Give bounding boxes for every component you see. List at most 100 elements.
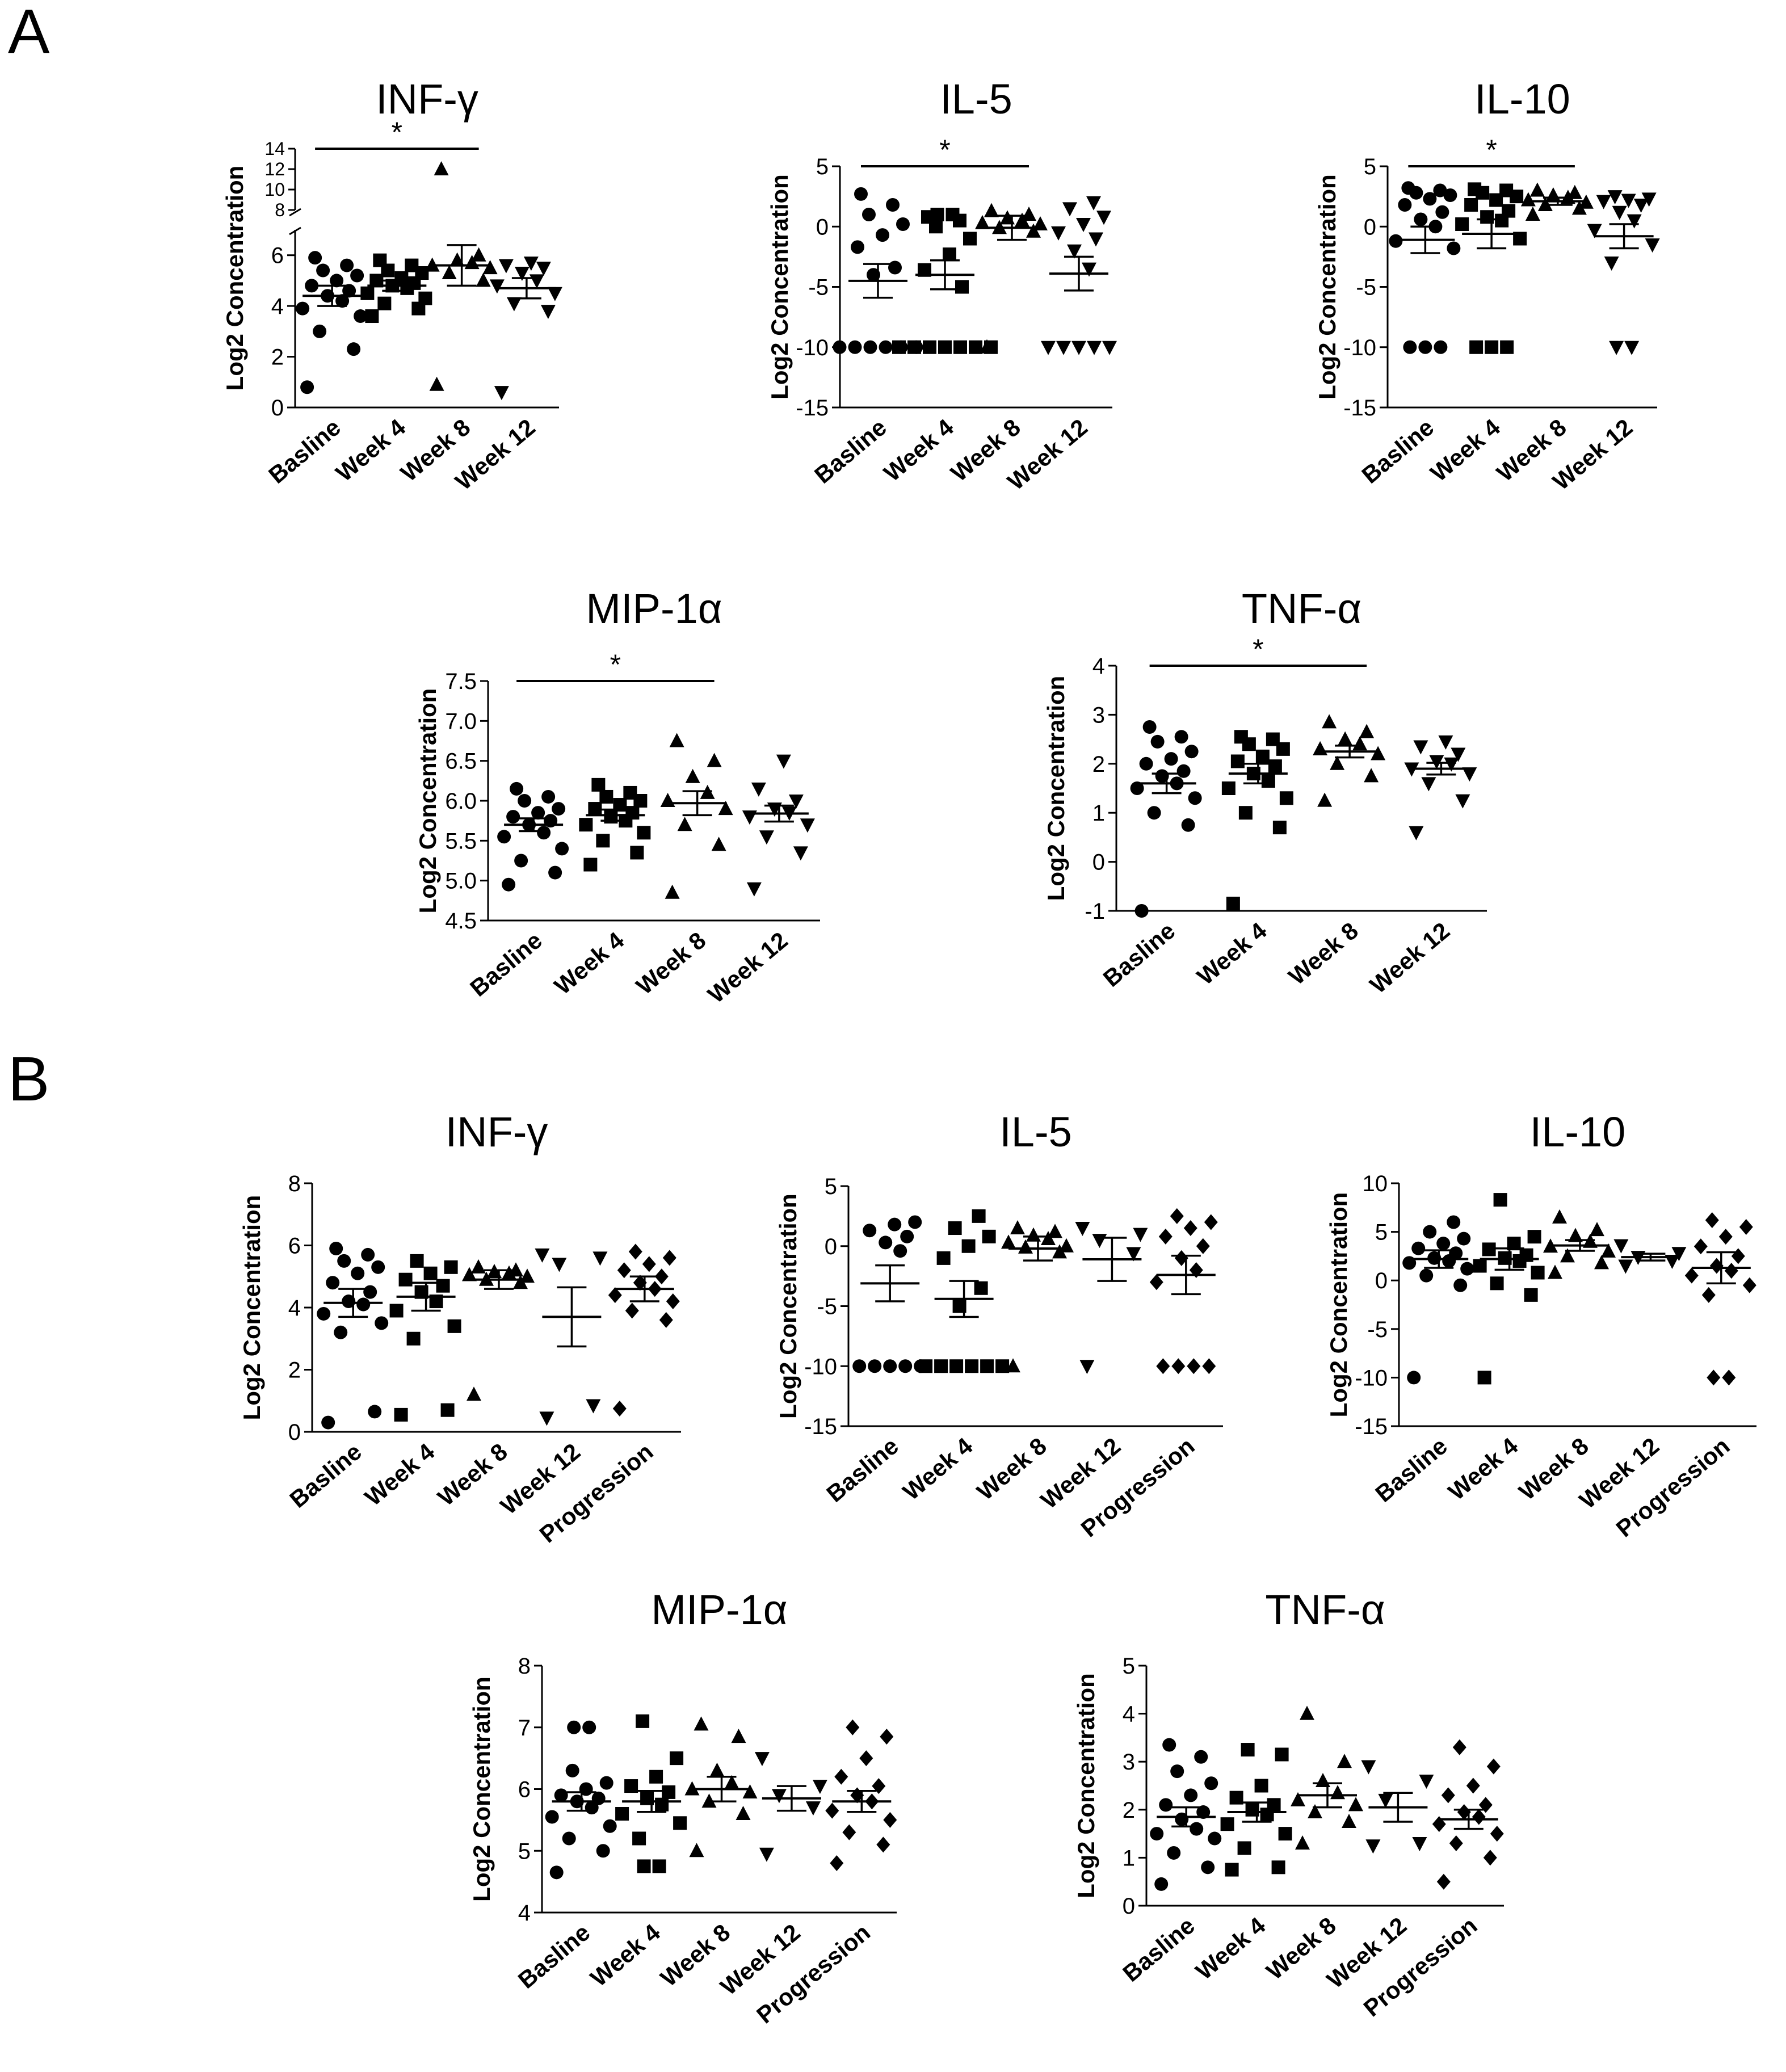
data-point bbox=[1317, 792, 1333, 807]
data-point bbox=[1330, 1785, 1345, 1800]
data-point bbox=[1718, 1229, 1733, 1245]
y-tick-label: -5 bbox=[817, 1295, 837, 1319]
y-tick-label: 8 bbox=[275, 200, 285, 220]
data-point bbox=[1234, 730, 1248, 744]
series-progression bbox=[1432, 1739, 1504, 1890]
series-week-12 bbox=[1041, 196, 1117, 355]
y-axis-label: Log2 Concentration bbox=[1073, 1673, 1099, 1898]
data-point bbox=[1418, 340, 1432, 354]
data-point bbox=[632, 1831, 646, 1846]
data-point bbox=[603, 1819, 617, 1833]
data-point bbox=[833, 340, 847, 354]
y-tick-label: 6 bbox=[518, 1777, 531, 1802]
y-tick-label: 2 bbox=[1092, 752, 1105, 777]
data-point bbox=[863, 340, 877, 354]
x-tick-label: Week 4 bbox=[1191, 1911, 1271, 1985]
y-tick-label: 3 bbox=[1123, 1750, 1135, 1775]
data-point bbox=[423, 1266, 438, 1280]
chart-b-il-5: IL-5 Log2 Concentration-15 -10 -5 0 5 BaslineW… bbox=[775, 1108, 1223, 1542]
chart-b-mip-1: MIP-1α Log2 Concentration 4 5 6 7 8 BaslineWeek… bbox=[468, 1586, 897, 2028]
data-point bbox=[934, 1359, 948, 1373]
data-point bbox=[630, 846, 644, 860]
data-point bbox=[410, 1254, 424, 1268]
data-point bbox=[1150, 1827, 1164, 1841]
data-point bbox=[848, 340, 862, 354]
x-tick-label: Basline bbox=[1370, 1432, 1452, 1507]
data-point bbox=[1443, 188, 1457, 202]
chart-a-il-5: IL-5 Log2 Concentration-15 -10 -5 0 5 BaslineW… bbox=[766, 75, 1117, 495]
data-point bbox=[1089, 232, 1103, 247]
data-point bbox=[867, 268, 880, 282]
y-tick-label: 0 bbox=[1123, 1894, 1135, 1919]
data-point bbox=[1261, 774, 1275, 788]
data-point bbox=[365, 309, 379, 323]
data-point bbox=[363, 1285, 377, 1299]
series-basline bbox=[1150, 1738, 1222, 1891]
data-point bbox=[1278, 1827, 1292, 1841]
y-tick-label: 1 bbox=[1092, 801, 1105, 826]
series-week-4 bbox=[1221, 730, 1293, 911]
data-point bbox=[759, 1847, 774, 1862]
data-point bbox=[1462, 767, 1477, 782]
y-axis-label: Log2 Concentration bbox=[238, 1195, 265, 1420]
data-point bbox=[852, 1359, 867, 1373]
y-tick-label: 0 bbox=[288, 1420, 301, 1445]
y-axis-label: Log2 Concentration bbox=[468, 1676, 495, 1902]
data-point bbox=[948, 1221, 962, 1235]
data-point bbox=[624, 1779, 638, 1793]
data-point bbox=[654, 1268, 669, 1285]
data-point bbox=[1483, 1850, 1497, 1866]
data-point bbox=[1322, 714, 1337, 729]
data-point bbox=[1389, 234, 1403, 248]
data-point bbox=[591, 777, 606, 792]
data-point bbox=[1604, 257, 1619, 271]
data-point bbox=[377, 296, 392, 310]
data-point bbox=[665, 884, 680, 899]
series-week-4 bbox=[1455, 182, 1527, 354]
data-point bbox=[599, 1776, 613, 1790]
data-point bbox=[1436, 1873, 1451, 1890]
data-point bbox=[1184, 1788, 1198, 1802]
data-point bbox=[625, 1302, 639, 1319]
data-point bbox=[854, 187, 868, 201]
data-point bbox=[1352, 736, 1368, 751]
data-point bbox=[655, 1797, 669, 1812]
data-point bbox=[805, 1801, 821, 1816]
chart-title: IL-10 bbox=[1474, 75, 1570, 123]
data-point bbox=[1255, 749, 1270, 763]
data-point bbox=[548, 865, 562, 880]
chart-a-il-10: IL-10 Log2 Concentration-15 -10 -5 0 5 Basline… bbox=[1314, 75, 1660, 495]
data-point bbox=[537, 826, 551, 840]
data-point bbox=[1707, 1369, 1721, 1386]
data-point bbox=[1485, 340, 1499, 354]
data-point bbox=[888, 260, 902, 275]
data-point bbox=[751, 782, 766, 797]
data-point bbox=[529, 274, 544, 289]
data-point bbox=[949, 1359, 964, 1373]
data-point bbox=[812, 1780, 827, 1794]
y-tick-label: 6.5 bbox=[445, 749, 477, 774]
chart-title: INF-γ bbox=[376, 75, 478, 123]
y-tick-label: -5 bbox=[1356, 275, 1376, 300]
data-point bbox=[1472, 1809, 1486, 1825]
series-week-8 bbox=[462, 1259, 535, 1401]
data-point bbox=[1275, 1747, 1289, 1762]
data-point bbox=[347, 342, 361, 356]
data-point bbox=[1291, 1792, 1305, 1806]
data-point bbox=[360, 286, 375, 300]
y-tick-label: 4 bbox=[1092, 654, 1105, 679]
series-basline bbox=[545, 1720, 617, 1880]
y-tick-label: 6.0 bbox=[445, 789, 477, 814]
axis-break-mark bbox=[289, 208, 301, 217]
data-point bbox=[337, 1254, 351, 1268]
data-point bbox=[711, 837, 726, 851]
data-point bbox=[489, 279, 505, 294]
data-point bbox=[1609, 341, 1624, 355]
data-point bbox=[863, 1224, 877, 1238]
y-tick-label: 10 bbox=[264, 179, 285, 200]
data-point bbox=[1371, 746, 1386, 760]
data-point bbox=[535, 1248, 550, 1263]
data-point bbox=[1457, 1804, 1471, 1821]
data-point bbox=[736, 1806, 751, 1820]
